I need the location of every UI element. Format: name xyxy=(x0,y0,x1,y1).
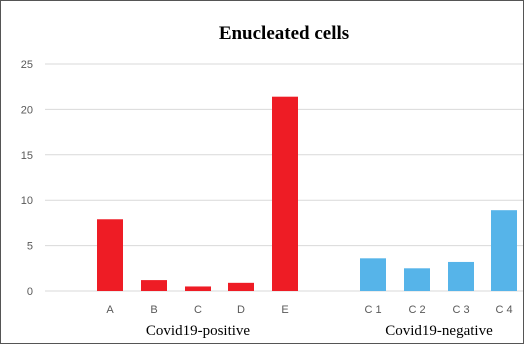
x-tick-label: C 1 xyxy=(364,304,381,316)
y-tick-label: 10 xyxy=(21,195,33,207)
bar-e xyxy=(272,96,298,291)
y-tick-label: 5 xyxy=(27,241,33,253)
y-tick-label: 0 xyxy=(27,286,33,298)
bar-c4 xyxy=(491,210,517,291)
y-tick-label: 15 xyxy=(21,150,33,162)
bar-d xyxy=(228,282,254,291)
x-tick-label: C 4 xyxy=(495,304,512,316)
group-label: Covid19-negative xyxy=(385,323,493,339)
x-tick-label: A xyxy=(106,304,114,316)
x-tick-label: C xyxy=(194,304,202,316)
bars xyxy=(97,96,517,291)
x-tick-label: D xyxy=(237,304,245,316)
chart-title: Enucleated cells xyxy=(219,23,349,44)
x-tick-label: C 2 xyxy=(408,304,425,316)
x-tick-label: B xyxy=(150,304,157,316)
bar-c3 xyxy=(448,261,474,291)
group-labels: Covid19-positive Covid19-negative xyxy=(146,323,493,339)
group-label: Covid19-positive xyxy=(146,323,251,339)
bar-c1 xyxy=(360,258,386,291)
bar-a xyxy=(97,219,123,291)
y-tick-label: 20 xyxy=(21,104,33,116)
bar-c xyxy=(185,286,211,291)
bar-b xyxy=(141,280,167,291)
y-tick-label: 25 xyxy=(21,59,33,71)
x-tick-label: E xyxy=(281,304,288,316)
x-axis-ticks: A B C D E C 1 C 2 C 3 C 4 xyxy=(106,304,512,316)
y-axis-ticks: 0 5 10 15 20 25 xyxy=(21,59,33,298)
x-tick-label: C 3 xyxy=(452,304,469,316)
bar-c2 xyxy=(404,268,430,291)
